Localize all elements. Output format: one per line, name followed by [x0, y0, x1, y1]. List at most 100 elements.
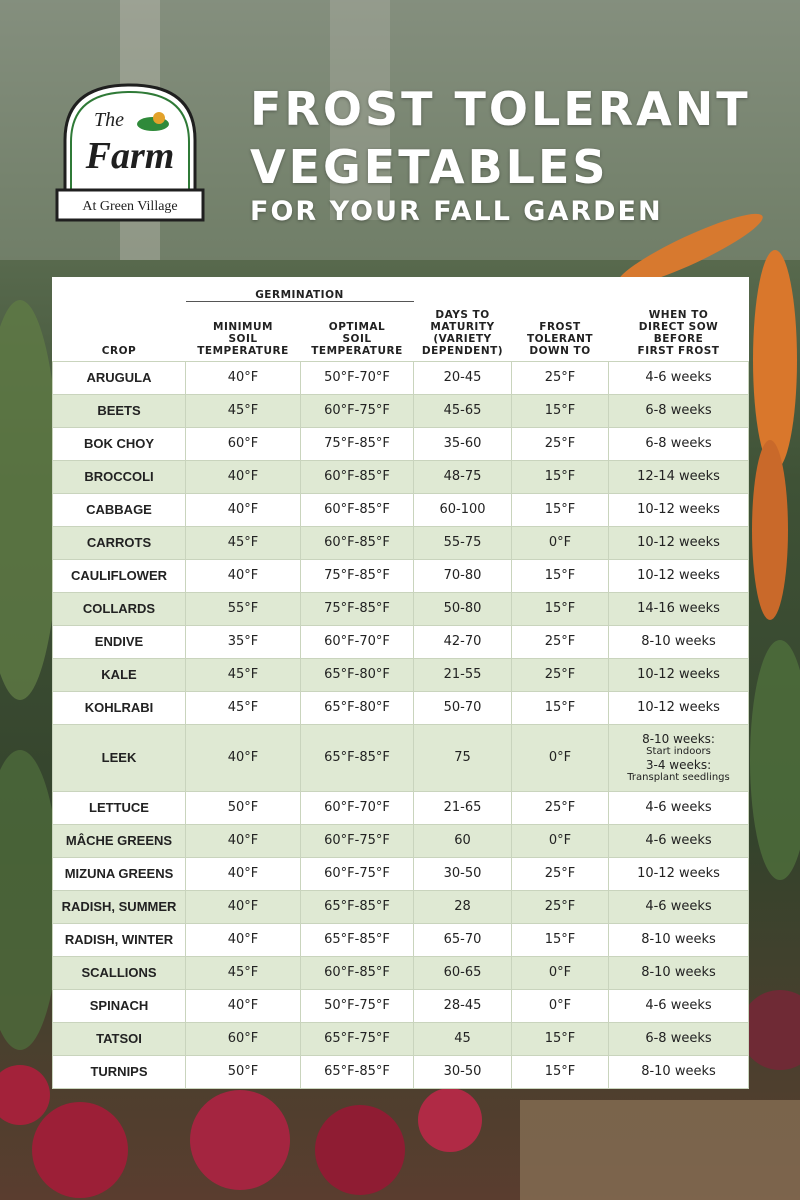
table-cell: 60°F-70°F [300, 624, 414, 659]
table-cell: 0°F [511, 823, 609, 858]
table-cell: 45°F [185, 690, 301, 725]
table-cell: 21-65 [413, 790, 512, 825]
table-cell: 15°F [511, 459, 609, 494]
crop-name: BOK CHOY [52, 426, 186, 461]
table-cell: 8-10 weeks [608, 624, 749, 659]
table-cell: 4-6 weeks [608, 988, 749, 1023]
table-cell: 60°F-75°F [300, 393, 414, 428]
table-cell: 20-45 [413, 360, 512, 395]
table-cell: 60°F-85°F [300, 492, 414, 527]
table-cell: 40°F [185, 823, 301, 858]
table-cell: 40°F [185, 922, 301, 957]
crop-name: BEETS [52, 393, 186, 428]
table-cell: 15°F [511, 393, 609, 428]
table-cell: 60°F-85°F [300, 525, 414, 560]
table-cell: 75°F-85°F [300, 591, 414, 626]
cell-line: Start indoors [646, 745, 711, 757]
crop-name: LEEK [52, 723, 186, 792]
table-cell: 75°F-85°F [300, 558, 414, 593]
column-header: DAYS TO MATURITY (VARIETY DEPENDENT) [421, 308, 504, 357]
table-cell: 45°F [185, 393, 301, 428]
table-cell: 65°F-85°F [300, 1054, 414, 1089]
table-cell: 15°F [511, 1054, 609, 1089]
table-row: KALE 45°F 65°F-80°F 21-55 25°F 10-12 weeks [52, 657, 749, 692]
table-cell: 35-60 [413, 426, 512, 461]
table-cell: 10-12 weeks [608, 558, 749, 593]
table-row: KOHLRABI 45°F 65°F-80°F 50-70 15°F 10-12 week… [52, 690, 749, 725]
table-cell: 25°F [511, 889, 609, 924]
crop-name: BROCCOLI [52, 459, 186, 494]
table-cell: 8-10 weeks [608, 955, 749, 990]
group-header: GERMINATION [185, 277, 414, 302]
table-cell: 40°F [185, 558, 301, 593]
crop-name: MIZUNA GREENS [52, 856, 186, 891]
table-row: LEEK 40°F 65°F-85°F 75 0°F 8-10 weeks: Start i… [52, 723, 749, 792]
column-header: MINIMUM SOIL TEMPERATURE [197, 320, 289, 357]
table-cell: 30-50 [413, 856, 512, 891]
crop-name: TATSOI [52, 1021, 186, 1056]
table-cell: 21-55 [413, 657, 512, 692]
crop-name: CAULIFLOWER [52, 558, 186, 593]
crop-name: TURNIPS [52, 1054, 186, 1089]
crop-name: KOHLRABI [52, 690, 186, 725]
table-cell: 65°F-75°F [300, 1021, 414, 1056]
table-cell: 6-8 weeks [608, 426, 749, 461]
table-cell: 8-10 weeks [608, 922, 749, 957]
cell-line: 3-4 weeks: [645, 757, 712, 772]
table-row: ARUGULA 40°F 50°F-70°F 20-45 25°F 4-6 weeks [52, 360, 749, 395]
title: VEGETABLES [250, 140, 609, 194]
crop-name: KALE [52, 657, 186, 692]
crop-name: ENDIVE [52, 624, 186, 659]
table-cell: 75°F-85°F [300, 426, 414, 461]
table-cell: 45°F [185, 525, 301, 560]
table-cell: 65°F-85°F [300, 889, 414, 924]
table-row: TATSOI 60°F 65°F-75°F 45 15°F 6-8 weeks [52, 1021, 749, 1056]
table-cell: 55-75 [413, 525, 512, 560]
table-row: BOK CHOY 60°F 75°F-85°F 35-60 25°F 6-8 weeks [52, 426, 749, 461]
table-cell: 6-8 weeks [608, 1021, 749, 1056]
table-cell: 70-80 [413, 558, 512, 593]
table-cell: 50°F-70°F [300, 360, 414, 395]
table-cell: 40°F [185, 889, 301, 924]
table-row: CARROTS 45°F 60°F-85°F 55-75 0°F 10-12 weeks [52, 525, 749, 560]
table-cell: 15°F [511, 690, 609, 725]
table-row: MIZUNA GREENS 40°F 60°F-75°F 30-50 25°F 10-12… [52, 856, 749, 891]
table-cell: 25°F [511, 790, 609, 825]
table-cell: 0°F [511, 955, 609, 990]
table-cell: 40°F [185, 988, 301, 1023]
column-header: WHEN TO DIRECT SOW BEFORE FIRST FROST [637, 308, 720, 357]
table-cell: 45°F [185, 955, 301, 990]
table-cell: 45 [413, 1021, 512, 1056]
table-cell: 60-65 [413, 955, 512, 990]
crop-name: SCALLIONS [52, 955, 186, 990]
table-row: SCALLIONS 45°F 60°F-85°F 60-65 0°F 8-10 weeks [52, 955, 749, 990]
table-row: ENDIVE 35°F 60°F-70°F 42-70 25°F 8-10 weeks [52, 624, 749, 659]
table-cell: 25°F [511, 856, 609, 891]
table-cell: 14-16 weeks [608, 591, 749, 626]
crop-name: CARROTS [52, 525, 186, 560]
table-cell: 40°F [185, 856, 301, 891]
crop-name: MÂCHE GREENS [52, 823, 186, 858]
table-cell: 60°F-70°F [300, 790, 414, 825]
logo: The Farm At Green Village [55, 83, 205, 222]
table-cell: 60°F-75°F [300, 856, 414, 891]
column-header: OPTIMAL SOIL TEMPERATURE [311, 320, 403, 357]
table-cell: 15°F [511, 558, 609, 593]
table-cell: 4-6 weeks [608, 823, 749, 858]
table-cell: 0°F [511, 988, 609, 1023]
crop-name: COLLARDS [52, 591, 186, 626]
crop-name: RADISH, WINTER [52, 922, 186, 957]
table-cell: 60°F [185, 1021, 301, 1056]
table-row: BROCCOLI 40°F 60°F-85°F 48-75 15°F 12-14 week… [52, 459, 749, 494]
table-cell: 40°F [185, 492, 301, 527]
table-row: RADISH, WINTER 40°F 65°F-85°F 65-70 15°F 8-10… [52, 922, 749, 957]
table-cell: 15°F [511, 1021, 609, 1056]
subtitle: FOR YOUR FALL GARDEN [250, 196, 663, 227]
table-cell: 42-70 [413, 624, 512, 659]
table-cell: 10-12 weeks [608, 690, 749, 725]
table-cell: 15°F [511, 591, 609, 626]
table-cell: 60°F-85°F [300, 459, 414, 494]
table-cell: 75 [413, 723, 512, 792]
table-cell: 50°F-75°F [300, 988, 414, 1023]
